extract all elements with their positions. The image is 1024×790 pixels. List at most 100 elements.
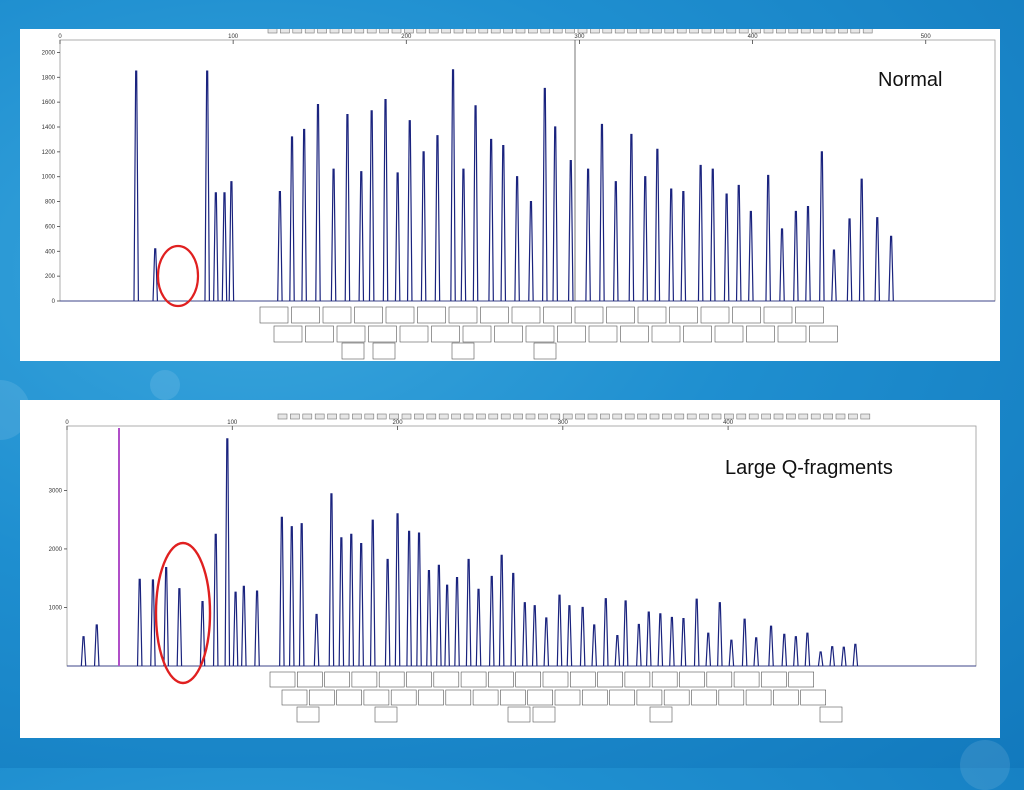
peak-label-box — [637, 306, 667, 324]
peak — [152, 248, 159, 302]
peak — [579, 606, 586, 667]
peak-label-box — [472, 689, 499, 706]
peak-label-box — [296, 671, 323, 688]
peak-label-box — [494, 325, 523, 343]
peak — [602, 598, 609, 667]
peak-label-box — [597, 671, 623, 688]
peak-label-box — [651, 325, 681, 343]
x-tick-label: 500 — [921, 34, 932, 40]
peak — [444, 584, 450, 667]
peak-label-box — [368, 325, 397, 343]
peak — [394, 513, 401, 667]
peak-label-box — [281, 689, 308, 706]
peak — [163, 567, 169, 667]
peak-label-box — [322, 306, 352, 324]
peak — [212, 533, 219, 667]
peak-label-box — [763, 306, 793, 324]
toolbar-button — [639, 29, 650, 34]
y-tick-label: 0 — [52, 299, 56, 305]
y-tick-label: 2000 — [42, 50, 56, 56]
peak — [636, 623, 642, 667]
peak-label-box — [718, 689, 745, 706]
peak-label-box — [733, 671, 760, 688]
peak — [566, 605, 573, 667]
peak — [628, 133, 635, 302]
peak — [472, 105, 479, 302]
peak — [831, 249, 837, 302]
toolbar-button — [476, 413, 486, 420]
peak-label-box — [341, 342, 365, 360]
toolbar-button — [714, 29, 724, 34]
peak — [668, 188, 675, 302]
toolbar-button — [364, 413, 375, 420]
peak — [450, 69, 456, 302]
peak-label-box — [636, 689, 663, 706]
toolbar-button — [513, 413, 523, 420]
peak-label-box — [448, 306, 478, 324]
chart-large-q-fragments: 0 100 200 300 400 1000 2000 3000 — [49, 413, 977, 723]
peak-label-box — [606, 306, 635, 324]
peak-label-box — [451, 342, 475, 360]
peak — [819, 151, 825, 302]
toolbar-button — [736, 413, 747, 420]
peak — [567, 159, 574, 302]
peak — [298, 523, 305, 667]
peak-label-box — [609, 689, 635, 706]
peak-label-box — [488, 671, 514, 688]
toolbar-button — [724, 413, 734, 420]
toolbar-button — [453, 29, 464, 34]
peak — [543, 617, 550, 667]
peak — [735, 184, 742, 302]
peak — [406, 120, 413, 302]
toolbar-button — [738, 29, 749, 34]
peak-label-box — [460, 671, 487, 688]
toolbar-button — [500, 413, 511, 420]
peak — [348, 533, 355, 667]
peak — [368, 110, 375, 302]
toolbar-button — [649, 413, 660, 420]
toolbar-button — [366, 29, 377, 34]
toolbar-button — [662, 413, 672, 420]
peak — [313, 613, 320, 667]
highlight-ellipse — [154, 541, 212, 685]
peak — [522, 602, 528, 667]
peak — [289, 136, 295, 302]
peak-label-box — [819, 706, 843, 723]
toolbar-button — [689, 29, 699, 34]
toolbar-button — [587, 413, 598, 420]
toolbar-button — [277, 413, 288, 420]
peak — [614, 634, 621, 667]
peak — [358, 543, 364, 667]
peak — [709, 168, 716, 302]
toolbar-button — [550, 413, 561, 420]
toolbar-button — [339, 413, 350, 420]
toolbar-button — [304, 29, 315, 34]
x-tick-label: 400 — [748, 34, 759, 40]
toolbar-button — [342, 29, 352, 34]
peak-label-box — [511, 306, 541, 324]
peak-label-box — [554, 689, 581, 706]
highlight-ellipse — [156, 244, 200, 308]
toolbar-button — [317, 29, 327, 34]
peak-label-box — [706, 671, 733, 688]
toolbar-button — [302, 413, 313, 420]
toolbar-button — [848, 413, 858, 420]
peak-label-box — [324, 671, 350, 688]
toolbar-button — [401, 413, 412, 420]
toolbar-button — [726, 29, 737, 34]
toolbar-button — [575, 413, 585, 420]
peak-label-box — [305, 325, 334, 343]
toolbar-button — [488, 413, 499, 420]
y-tick-label: 1000 — [42, 175, 56, 181]
toolbar-button — [376, 413, 387, 420]
toolbar-button — [637, 413, 647, 420]
peak — [150, 579, 156, 667]
peak — [454, 577, 460, 667]
peak — [136, 578, 143, 667]
peak-label-box — [649, 706, 673, 723]
toolbar-button — [540, 29, 551, 34]
peak — [793, 210, 799, 302]
peak — [80, 636, 87, 667]
toolbar-button — [773, 413, 784, 420]
toolbar-button — [525, 413, 536, 420]
